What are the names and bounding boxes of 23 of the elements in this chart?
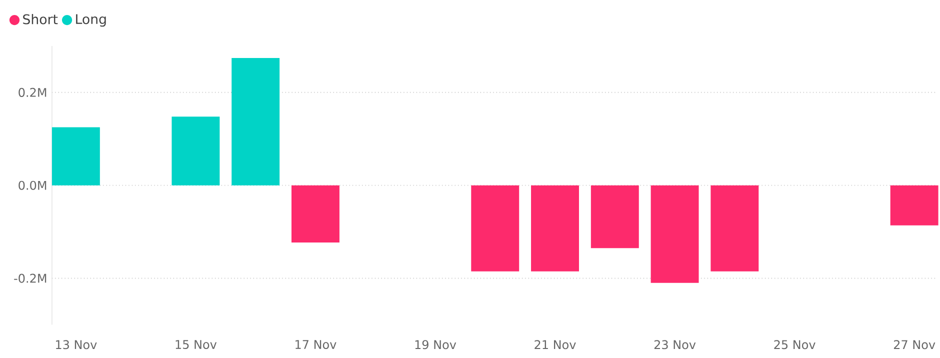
y-tick-label: 0.0M <box>18 180 46 190</box>
bar <box>291 186 340 243</box>
x-tick-label: 21 Nov <box>534 340 576 350</box>
bar <box>172 116 220 186</box>
y-tick-label: 0.2M <box>18 88 46 98</box>
legend-label: Short <box>23 14 58 24</box>
bar <box>890 186 938 226</box>
x-tick-label: 27 Nov <box>894 340 936 350</box>
x-tick-label: 19 Nov <box>415 340 456 350</box>
x-tick-label: 17 Nov <box>296 340 336 350</box>
bar <box>52 127 100 186</box>
x-tick-label: 13 Nov <box>56 340 97 350</box>
bar <box>471 186 520 272</box>
x-tick-label: 23 Nov <box>654 340 696 350</box>
bar <box>710 186 759 272</box>
y-tick-label: -0.2M <box>14 274 46 283</box>
x-tick-label: 15 Nov <box>176 340 217 350</box>
bar <box>232 58 280 186</box>
legend-label: Long <box>76 14 106 27</box>
bar <box>531 186 579 272</box>
x-tick-label: 25 Nov <box>774 340 816 350</box>
bar <box>650 186 699 284</box>
bar <box>590 186 639 248</box>
